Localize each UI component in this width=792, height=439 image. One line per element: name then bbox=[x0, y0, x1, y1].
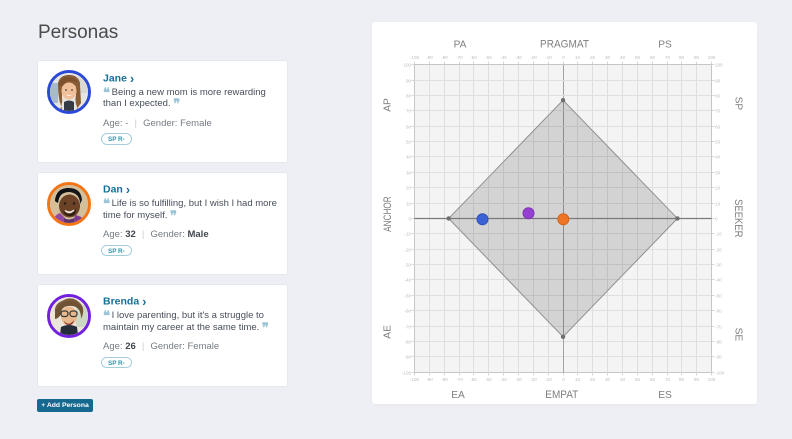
svg-text:-30: -30 bbox=[515, 377, 522, 382]
svg-text:60: 60 bbox=[650, 55, 656, 60]
svg-text:-30: -30 bbox=[715, 262, 722, 267]
svg-text:20: 20 bbox=[715, 185, 721, 190]
svg-text:SEEKER: SEEKER bbox=[732, 199, 744, 237]
svg-text:-100: -100 bbox=[410, 55, 420, 60]
svg-text:SP: SP bbox=[733, 97, 744, 111]
svg-text:-90: -90 bbox=[404, 354, 411, 359]
svg-text:-20: -20 bbox=[715, 247, 722, 252]
svg-text:50: 50 bbox=[635, 55, 641, 60]
svg-text:-70: -70 bbox=[715, 324, 722, 329]
svg-text:30: 30 bbox=[605, 377, 611, 382]
svg-text:-10: -10 bbox=[545, 377, 552, 382]
svg-text:-90: -90 bbox=[426, 377, 433, 382]
svg-text:-100: -100 bbox=[410, 377, 420, 382]
svg-text:PA: PA bbox=[454, 40, 467, 51]
svg-text:80: 80 bbox=[679, 55, 685, 60]
svg-text:100: 100 bbox=[708, 377, 716, 382]
svg-text:60: 60 bbox=[406, 124, 412, 129]
svg-text:90: 90 bbox=[694, 377, 700, 382]
svg-text:-100: -100 bbox=[715, 370, 725, 375]
svg-text:EA: EA bbox=[451, 390, 465, 401]
svg-text:0: 0 bbox=[715, 216, 718, 221]
svg-text:90: 90 bbox=[406, 78, 412, 83]
svg-text:AE: AE bbox=[383, 325, 394, 339]
svg-text:0: 0 bbox=[408, 216, 411, 221]
svg-text:90: 90 bbox=[694, 55, 700, 60]
svg-text:10: 10 bbox=[715, 201, 721, 206]
svg-text:20: 20 bbox=[406, 185, 412, 190]
svg-text:-90: -90 bbox=[715, 354, 722, 359]
svg-text:70: 70 bbox=[406, 108, 412, 113]
svg-text:40: 40 bbox=[715, 154, 721, 159]
svg-text:-20: -20 bbox=[530, 55, 537, 60]
svg-text:-60: -60 bbox=[470, 55, 477, 60]
svg-text:-70: -70 bbox=[456, 377, 463, 382]
svg-text:10: 10 bbox=[406, 201, 412, 206]
svg-text:0: 0 bbox=[562, 55, 565, 60]
svg-text:-50: -50 bbox=[485, 55, 492, 60]
svg-text:80: 80 bbox=[406, 93, 412, 98]
svg-text:ES: ES bbox=[658, 390, 672, 401]
svg-text:20: 20 bbox=[590, 377, 596, 382]
svg-text:-80: -80 bbox=[404, 339, 411, 344]
svg-text:PRAGMAT: PRAGMAT bbox=[540, 39, 589, 51]
svg-text:20: 20 bbox=[590, 55, 596, 60]
svg-text:-40: -40 bbox=[715, 277, 722, 282]
svg-text:-50: -50 bbox=[485, 377, 492, 382]
svg-text:PS: PS bbox=[658, 40, 672, 51]
svg-text:30: 30 bbox=[605, 55, 611, 60]
svg-text:-100: -100 bbox=[402, 370, 412, 375]
svg-text:10: 10 bbox=[575, 55, 581, 60]
svg-text:50: 50 bbox=[715, 139, 721, 144]
svg-text:100: 100 bbox=[708, 55, 716, 60]
svg-text:40: 40 bbox=[620, 377, 626, 382]
svg-text:AP: AP bbox=[383, 98, 394, 112]
svg-text:50: 50 bbox=[635, 377, 641, 382]
svg-text:100: 100 bbox=[715, 62, 723, 67]
svg-text:ANCHOR: ANCHOR bbox=[382, 196, 394, 232]
svg-text:10: 10 bbox=[575, 377, 581, 382]
svg-text:-20: -20 bbox=[530, 377, 537, 382]
svg-text:-50: -50 bbox=[715, 293, 722, 298]
svg-text:-60: -60 bbox=[404, 308, 411, 313]
svg-text:-40: -40 bbox=[500, 55, 507, 60]
svg-text:80: 80 bbox=[715, 93, 721, 98]
svg-text:-80: -80 bbox=[441, 55, 448, 60]
svg-text:SE: SE bbox=[733, 328, 744, 342]
svg-text:-70: -70 bbox=[456, 55, 463, 60]
svg-text:90: 90 bbox=[715, 78, 721, 83]
svg-text:50: 50 bbox=[406, 139, 412, 144]
svg-text:-30: -30 bbox=[515, 55, 522, 60]
svg-text:-60: -60 bbox=[470, 377, 477, 382]
svg-text:40: 40 bbox=[406, 154, 412, 159]
svg-text:EMPAT: EMPAT bbox=[545, 389, 578, 401]
svg-text:-40: -40 bbox=[500, 377, 507, 382]
svg-text:0: 0 bbox=[562, 377, 565, 382]
svg-text:-10: -10 bbox=[404, 231, 411, 236]
svg-text:100: 100 bbox=[403, 62, 411, 67]
svg-text:-80: -80 bbox=[441, 377, 448, 382]
svg-text:-10: -10 bbox=[545, 55, 552, 60]
svg-text:70: 70 bbox=[665, 55, 671, 60]
svg-text:-90: -90 bbox=[426, 55, 433, 60]
svg-text:60: 60 bbox=[650, 377, 656, 382]
svg-text:-20: -20 bbox=[404, 247, 411, 252]
svg-text:-50: -50 bbox=[404, 293, 411, 298]
svg-text:30: 30 bbox=[406, 170, 412, 175]
svg-text:70: 70 bbox=[715, 108, 721, 113]
svg-text:-40: -40 bbox=[404, 277, 411, 282]
svg-text:-80: -80 bbox=[715, 339, 722, 344]
svg-text:60: 60 bbox=[715, 124, 721, 129]
svg-text:-70: -70 bbox=[404, 324, 411, 329]
svg-text:80: 80 bbox=[679, 377, 685, 382]
svg-text:30: 30 bbox=[715, 170, 721, 175]
svg-text:-60: -60 bbox=[715, 308, 722, 313]
svg-text:-30: -30 bbox=[404, 262, 411, 267]
svg-text:70: 70 bbox=[665, 377, 671, 382]
svg-text:-10: -10 bbox=[715, 231, 722, 236]
svg-text:40: 40 bbox=[620, 55, 626, 60]
